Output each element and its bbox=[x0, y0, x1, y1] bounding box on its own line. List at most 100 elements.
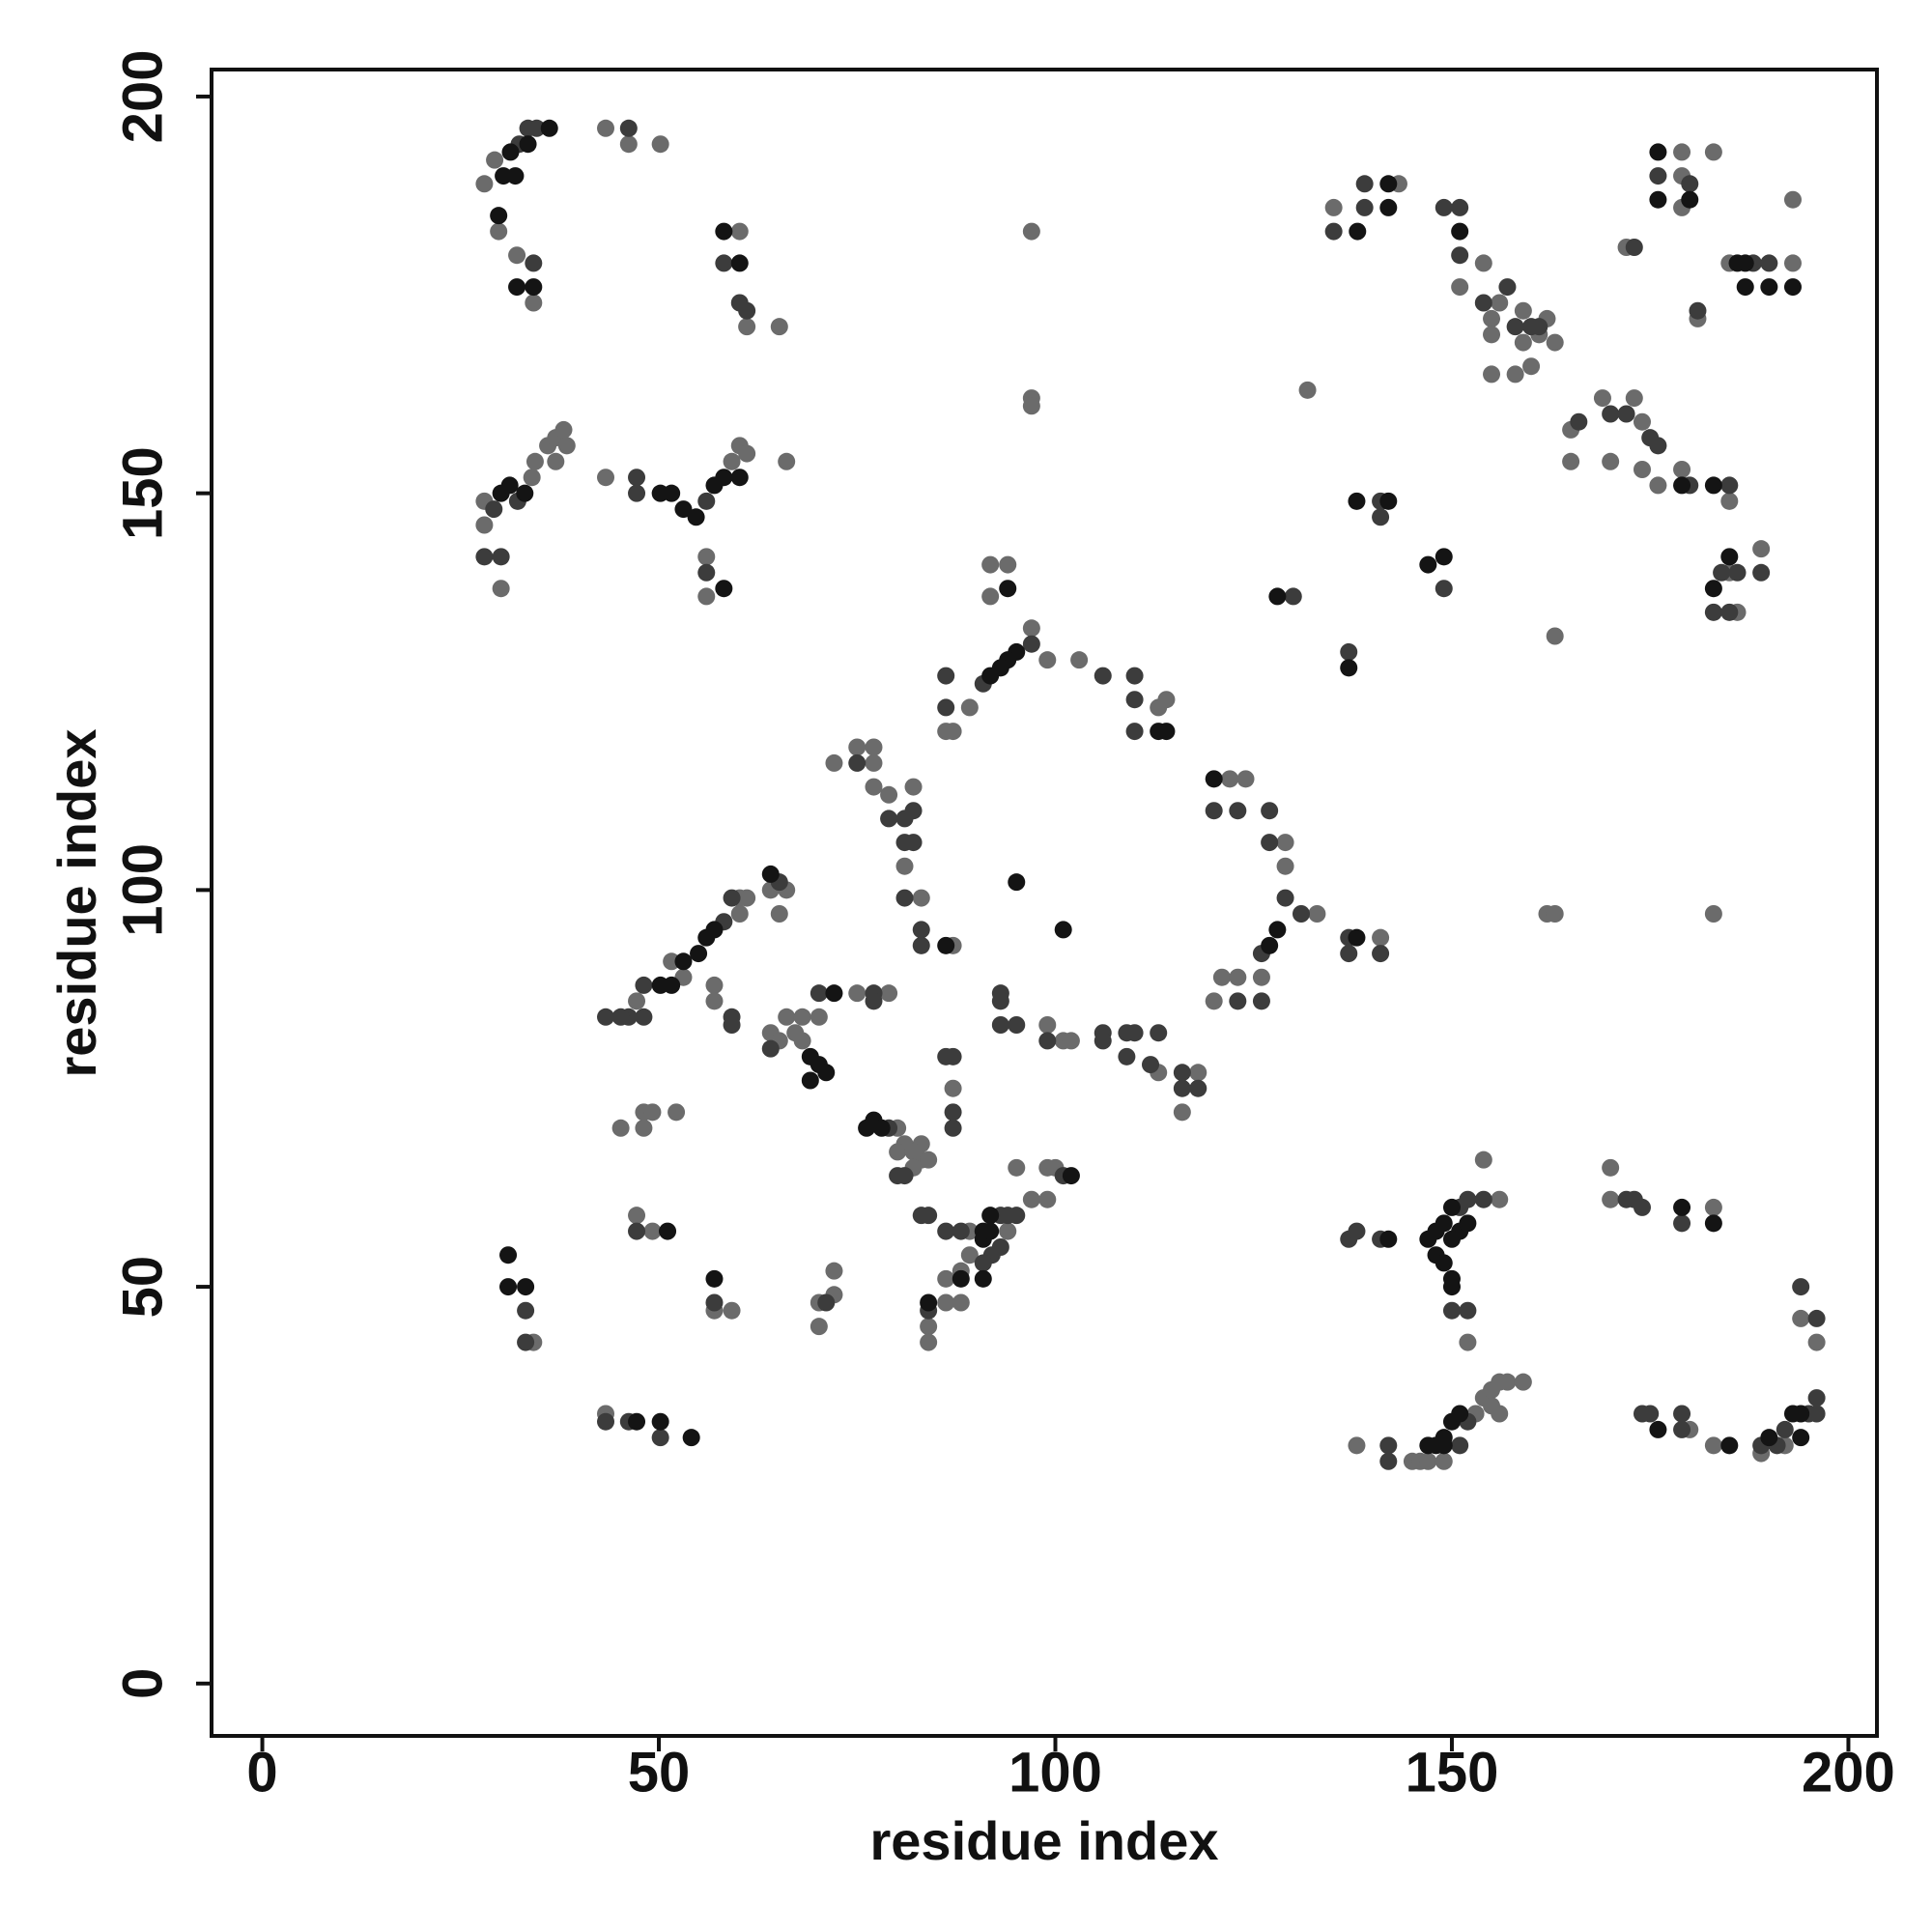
point bbox=[1673, 1198, 1691, 1216]
point bbox=[1379, 175, 1398, 193]
point bbox=[1704, 1436, 1722, 1455]
point bbox=[1625, 389, 1643, 408]
point bbox=[554, 420, 573, 439]
x-tick-label: 200 bbox=[1802, 1741, 1895, 1804]
point bbox=[1649, 437, 1667, 455]
point bbox=[1008, 1207, 1026, 1225]
point bbox=[1379, 492, 1398, 510]
point bbox=[668, 1103, 686, 1122]
point bbox=[738, 301, 756, 320]
point bbox=[825, 984, 843, 1003]
point bbox=[1792, 1278, 1810, 1296]
point bbox=[1760, 278, 1778, 297]
point bbox=[738, 889, 756, 907]
point bbox=[1752, 563, 1771, 582]
point bbox=[1125, 1024, 1144, 1042]
plot-area bbox=[475, 119, 1826, 1470]
point bbox=[635, 976, 653, 994]
point bbox=[1792, 1429, 1810, 1447]
point bbox=[1546, 333, 1564, 352]
point bbox=[723, 452, 741, 470]
point bbox=[1522, 357, 1541, 376]
x-tick-label: 50 bbox=[628, 1741, 691, 1804]
point bbox=[1649, 190, 1667, 209]
point bbox=[1546, 905, 1564, 923]
point bbox=[981, 1207, 1000, 1225]
point bbox=[1506, 365, 1524, 384]
point bbox=[1284, 587, 1302, 606]
point bbox=[730, 254, 749, 272]
point bbox=[1348, 1222, 1366, 1240]
point bbox=[540, 119, 558, 137]
point bbox=[1498, 278, 1517, 297]
point bbox=[1514, 1373, 1532, 1391]
point bbox=[697, 928, 716, 947]
point bbox=[1348, 492, 1366, 510]
point bbox=[1704, 1214, 1722, 1233]
point bbox=[519, 135, 537, 154]
point bbox=[810, 984, 828, 1003]
point bbox=[865, 753, 883, 772]
point bbox=[1483, 365, 1501, 384]
point bbox=[912, 889, 930, 907]
point bbox=[1157, 723, 1176, 741]
point bbox=[663, 952, 681, 971]
point bbox=[1205, 992, 1223, 1010]
point bbox=[508, 246, 526, 265]
point bbox=[697, 587, 716, 606]
point bbox=[1221, 770, 1239, 788]
point bbox=[1736, 254, 1754, 272]
point bbox=[715, 222, 733, 241]
point bbox=[547, 452, 565, 470]
point bbox=[1807, 1309, 1826, 1327]
point bbox=[1720, 1436, 1739, 1455]
point bbox=[1205, 802, 1223, 820]
point bbox=[1704, 603, 1722, 621]
point bbox=[1324, 198, 1343, 216]
point bbox=[999, 555, 1017, 574]
point bbox=[705, 1293, 724, 1312]
point bbox=[643, 1103, 662, 1122]
point bbox=[651, 976, 669, 994]
point bbox=[635, 1008, 653, 1026]
point bbox=[526, 452, 544, 470]
point bbox=[597, 1008, 615, 1026]
y-tick-label: 100 bbox=[111, 843, 174, 937]
point bbox=[1514, 333, 1532, 352]
point bbox=[1372, 508, 1390, 526]
point bbox=[1451, 278, 1469, 297]
point bbox=[1229, 802, 1247, 820]
point bbox=[1292, 905, 1310, 923]
point bbox=[643, 1222, 662, 1240]
point bbox=[506, 167, 525, 185]
point bbox=[651, 135, 669, 154]
point bbox=[1268, 921, 1287, 939]
point bbox=[730, 469, 749, 487]
point bbox=[1451, 1405, 1469, 1423]
point bbox=[960, 698, 979, 717]
point bbox=[1150, 1024, 1168, 1042]
point bbox=[628, 1222, 646, 1240]
point bbox=[1807, 1333, 1826, 1351]
point bbox=[492, 580, 510, 598]
point bbox=[761, 865, 780, 883]
point bbox=[1212, 968, 1231, 986]
point bbox=[1807, 1389, 1826, 1407]
point bbox=[1435, 548, 1453, 566]
point bbox=[723, 1016, 741, 1034]
point bbox=[1419, 1452, 1437, 1470]
point bbox=[1459, 1214, 1477, 1233]
point bbox=[1649, 1420, 1667, 1438]
point bbox=[687, 508, 705, 526]
point bbox=[981, 667, 1000, 685]
point bbox=[1379, 1436, 1398, 1455]
point bbox=[1570, 412, 1588, 431]
point bbox=[525, 278, 543, 297]
point bbox=[1442, 1198, 1461, 1216]
point bbox=[611, 1119, 630, 1137]
point bbox=[1348, 1436, 1366, 1455]
point bbox=[817, 1293, 836, 1312]
point bbox=[1792, 1309, 1810, 1327]
